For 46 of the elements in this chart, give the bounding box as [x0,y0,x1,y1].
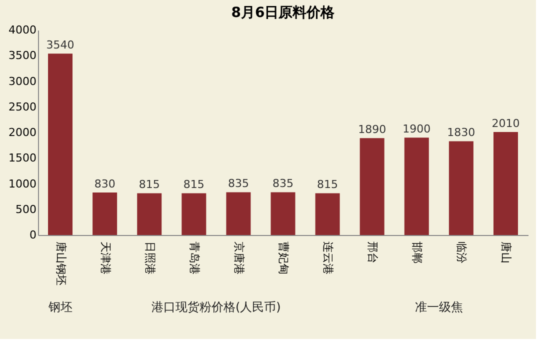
y-tick-label: 0 [30,228,36,242]
y-tick-label: 4000 [8,24,36,36]
bar [137,193,162,235]
y-tick-label: 1500 [8,152,36,165]
data-label: 830 [94,177,116,190]
x-tick-label: 临汾 [455,242,468,264]
data-label: 815 [317,178,338,192]
y-tick-label: 3500 [8,49,36,62]
bar [182,193,206,235]
x-tick-label: 唐山钢坯 [54,242,68,286]
y-tick-label: 500 [16,202,36,216]
bar [448,141,474,235]
x-tick-label: 唐山 [500,242,513,264]
bar [315,193,340,235]
data-label: 3540 [46,38,74,52]
y-tick-label: 2500 [8,100,36,114]
data-label: 1890 [358,123,386,136]
data-label: 835 [228,177,249,190]
data-label: 1830 [447,126,476,140]
data-label: 815 [138,178,160,192]
bar [48,54,73,235]
y-tick-label: 3000 [8,74,36,88]
data-label: 1900 [402,122,431,136]
data-label: 2010 [492,116,520,130]
data-label: 815 [183,178,204,192]
x-tick-label: 曹妃甸 [277,242,290,274]
bar [493,132,518,235]
x-tick-label: 日照港 [143,242,156,274]
x-tick-label: 青岛港 [188,242,201,274]
x-tick-label: 天津港 [98,242,112,274]
x-tick-label: 连云港 [322,242,335,274]
chart-title: 8月6日原料价格 [231,5,336,21]
x-tick-label: 京唐港 [232,242,246,274]
y-tick-label: 2000 [8,126,36,139]
x-tick-label: 邢台 [366,242,380,264]
text: 港口现货粉价格(人民币) [151,300,281,314]
text: 准一级焦 [414,300,463,314]
bar [226,192,251,235]
x-tick-label: 邯郸 [410,242,424,264]
bar [360,138,384,235]
bar [92,192,118,235]
y-tick-label: 1000 [8,177,36,190]
bar [270,192,296,235]
data-label: 835 [272,177,294,190]
text: 钢坯 [47,300,72,314]
bar [404,138,429,235]
